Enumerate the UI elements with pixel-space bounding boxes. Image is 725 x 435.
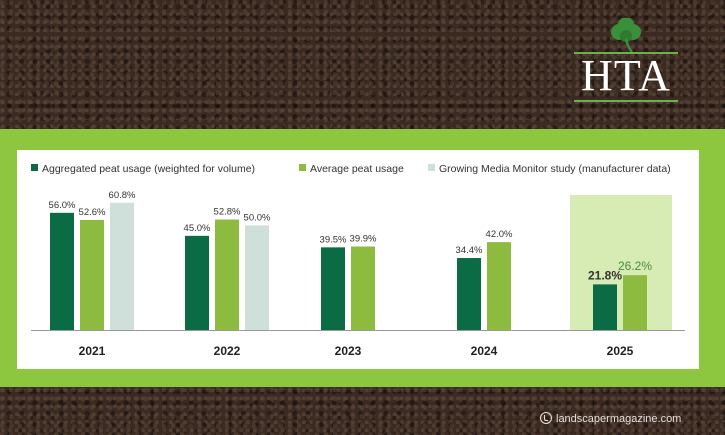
legend-label-average: Average peat usage — [310, 163, 404, 175]
legend-swatch-average — [299, 164, 306, 171]
tick-label-2023: 2023 — [335, 344, 362, 358]
bar-2024-s1 — [487, 242, 511, 330]
legend-item-aggregated: Aggregated peat usage (weighted for volu… — [31, 163, 255, 175]
tick-label-2024: 2024 — [471, 344, 498, 358]
legend-label-gmm: Growing Media Monitor study (manufacture… — [439, 163, 671, 175]
bar-2023-s1 — [351, 246, 375, 330]
legend-label-aggregated: Aggregated peat usage (weighted for volu… — [42, 163, 256, 175]
tick-label-2021: 2021 — [79, 344, 106, 358]
logo-rule-bottom — [574, 100, 678, 102]
bar-2022-s2 — [245, 225, 269, 330]
copyright-icon — [540, 412, 552, 424]
hta-logo: HTA — [568, 18, 684, 108]
shamrock-icon — [611, 18, 641, 53]
data-label-2022-s2: 50.0% — [244, 212, 271, 223]
data-label-2023-s1: 39.9% — [350, 234, 377, 245]
data-label-2024-s0: 34.4% — [456, 245, 483, 256]
bar-2025-s0 — [593, 284, 617, 330]
data-label-2021-s2: 60.8% — [109, 190, 136, 201]
bar-2021-s2 — [110, 202, 134, 330]
legend-item-average: Average peat usage — [299, 163, 404, 175]
tick-label-2022: 2022 — [214, 344, 241, 358]
data-label-2021-s1: 52.6% — [79, 207, 106, 218]
data-label-2022-s1: 52.8% — [214, 207, 241, 218]
bar-2022-s1 — [215, 219, 239, 330]
data-label-2025-s0: 21.8% — [588, 268, 622, 282]
data-label-2024-s1: 42.0% — [486, 229, 513, 240]
legend-swatch-gmm — [428, 164, 435, 171]
image-credit: landscapermagazine.com — [540, 412, 681, 425]
bar-chart: 56.0%52.6%60.8% 2021 45.0%52.8%50.0% 2022 39… — [31, 190, 685, 358]
credit-text: landscapermagazine.com — [556, 413, 682, 425]
data-label-2023-s0: 39.5% — [320, 234, 347, 245]
data-label-2021-s0: 56.0% — [49, 200, 76, 211]
data-label-2025-s1: 26.2% — [618, 259, 652, 273]
data-label-2022-s0: 45.0% — [184, 223, 211, 234]
bar-2022-s0 — [185, 235, 209, 330]
logo-text: HTA — [581, 51, 671, 100]
bar-2021-s0 — [50, 212, 74, 330]
legend-item-gmm: Growing Media Monitor study (manufacture… — [428, 163, 671, 175]
chart-card: Aggregated peat usage (weighted for volu… — [17, 150, 699, 369]
bar-2024-s0 — [457, 258, 481, 330]
tick-label-2025: 2025 — [607, 344, 634, 358]
highlight-panel-2025 — [570, 195, 672, 330]
legend-swatch-aggregated — [31, 164, 38, 171]
bar-2023-s0 — [321, 247, 345, 330]
bar-2021-s1 — [80, 219, 104, 330]
bar-2025-s1 — [623, 275, 647, 330]
logo-rule-top — [574, 52, 678, 54]
